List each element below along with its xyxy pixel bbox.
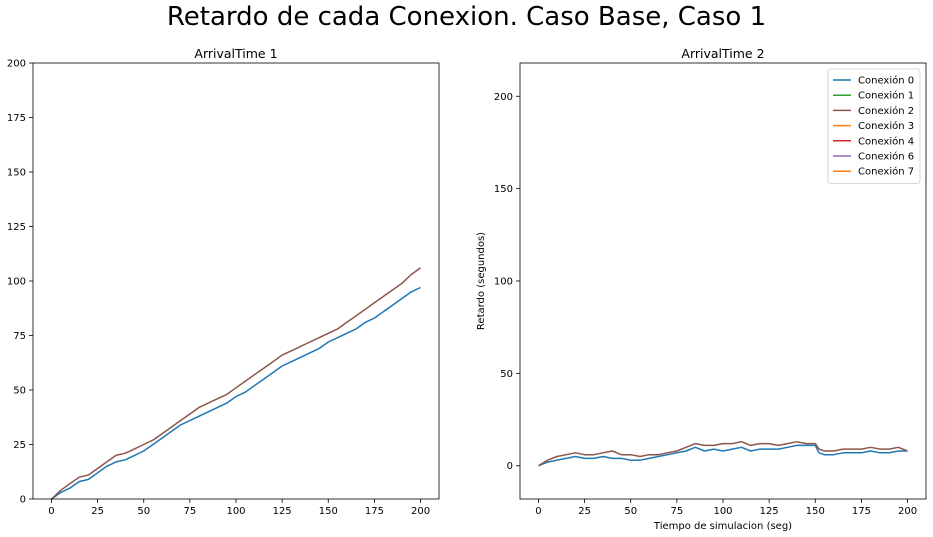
x-tick-label: 150 xyxy=(806,506,825,517)
y-tick-label: 0 xyxy=(507,461,513,472)
plot-1: ArrivalTime 1 0 25 50 75 100 125 150 175 200 0 25 50… xyxy=(7,46,440,517)
legend-label: Conexión 6 xyxy=(858,151,914,163)
x-tick-label: 75 xyxy=(183,506,196,517)
legend: Conexión 0 Conexión 1 Conexión 2 Conexión 3… xyxy=(827,68,921,184)
y-axis-label: Retardo (segundos) xyxy=(476,232,487,330)
legend-label: Conexión 4 xyxy=(858,135,914,147)
x-tick-label: 200 xyxy=(411,506,430,517)
series-line-1 xyxy=(538,444,908,467)
x-tick-label: 150 xyxy=(319,506,338,517)
y-tick-label: 150 xyxy=(494,184,513,195)
y-tick-label: 50 xyxy=(13,386,26,397)
x-tick-label: 175 xyxy=(852,506,871,517)
y-tick-label: 50 xyxy=(500,369,513,380)
y-tick-label: 125 xyxy=(7,222,26,233)
legend-label: Conexión 3 xyxy=(858,120,914,132)
series-line-2 xyxy=(538,440,908,467)
y-tick-label: 200 xyxy=(7,59,26,70)
y-tick-label: 175 xyxy=(7,113,26,124)
x-tick-label: 125 xyxy=(760,506,779,517)
series-line-1 xyxy=(51,286,421,500)
legend-label: Conexión 0 xyxy=(858,75,914,87)
plot-title: ArrivalTime 1 xyxy=(194,46,277,61)
x-tick-label: 125 xyxy=(273,506,292,517)
x-tick-label: 25 xyxy=(578,506,591,517)
x-tick-label: 50 xyxy=(137,506,150,517)
x-axis-label: Tiempo de simulacion (seg) xyxy=(653,521,792,532)
y-tick-label: 200 xyxy=(494,92,513,103)
x-tick-label: 50 xyxy=(624,506,637,517)
plot-title: ArrivalTime 2 xyxy=(681,46,764,61)
x-tick-label: 25 xyxy=(91,506,104,517)
y-tick-label: 75 xyxy=(13,331,26,342)
x-tick-label: 200 xyxy=(898,506,917,517)
axes-frame xyxy=(32,62,440,500)
series-line-2 xyxy=(50,267,421,500)
x-tick-label: 100 xyxy=(713,506,732,517)
x-tick-label: 0 xyxy=(535,506,541,517)
y-tick-label: 100 xyxy=(7,277,26,288)
legend-label: Conexión 1 xyxy=(858,90,914,102)
y-tick-label: 25 xyxy=(13,440,26,451)
y-tick-label: 0 xyxy=(20,495,26,506)
x-tick-label: 0 xyxy=(48,506,54,517)
x-tick-label: 175 xyxy=(365,506,384,517)
legend-label: Conexión 7 xyxy=(858,166,914,178)
y-tick-label: 100 xyxy=(494,277,513,288)
x-tick-label: 75 xyxy=(670,506,683,517)
plot-2: ArrivalTime 2 0 25 50 75 100 125 150 175 200 0 50 10… xyxy=(476,46,927,532)
y-tick-label: 150 xyxy=(7,168,26,179)
x-tick-label: 100 xyxy=(226,506,245,517)
figure-title: Retardo de cada Conexion. Caso Base, Cas… xyxy=(166,2,767,32)
legend-label: Conexión 2 xyxy=(858,105,914,117)
legend-box xyxy=(827,68,921,184)
